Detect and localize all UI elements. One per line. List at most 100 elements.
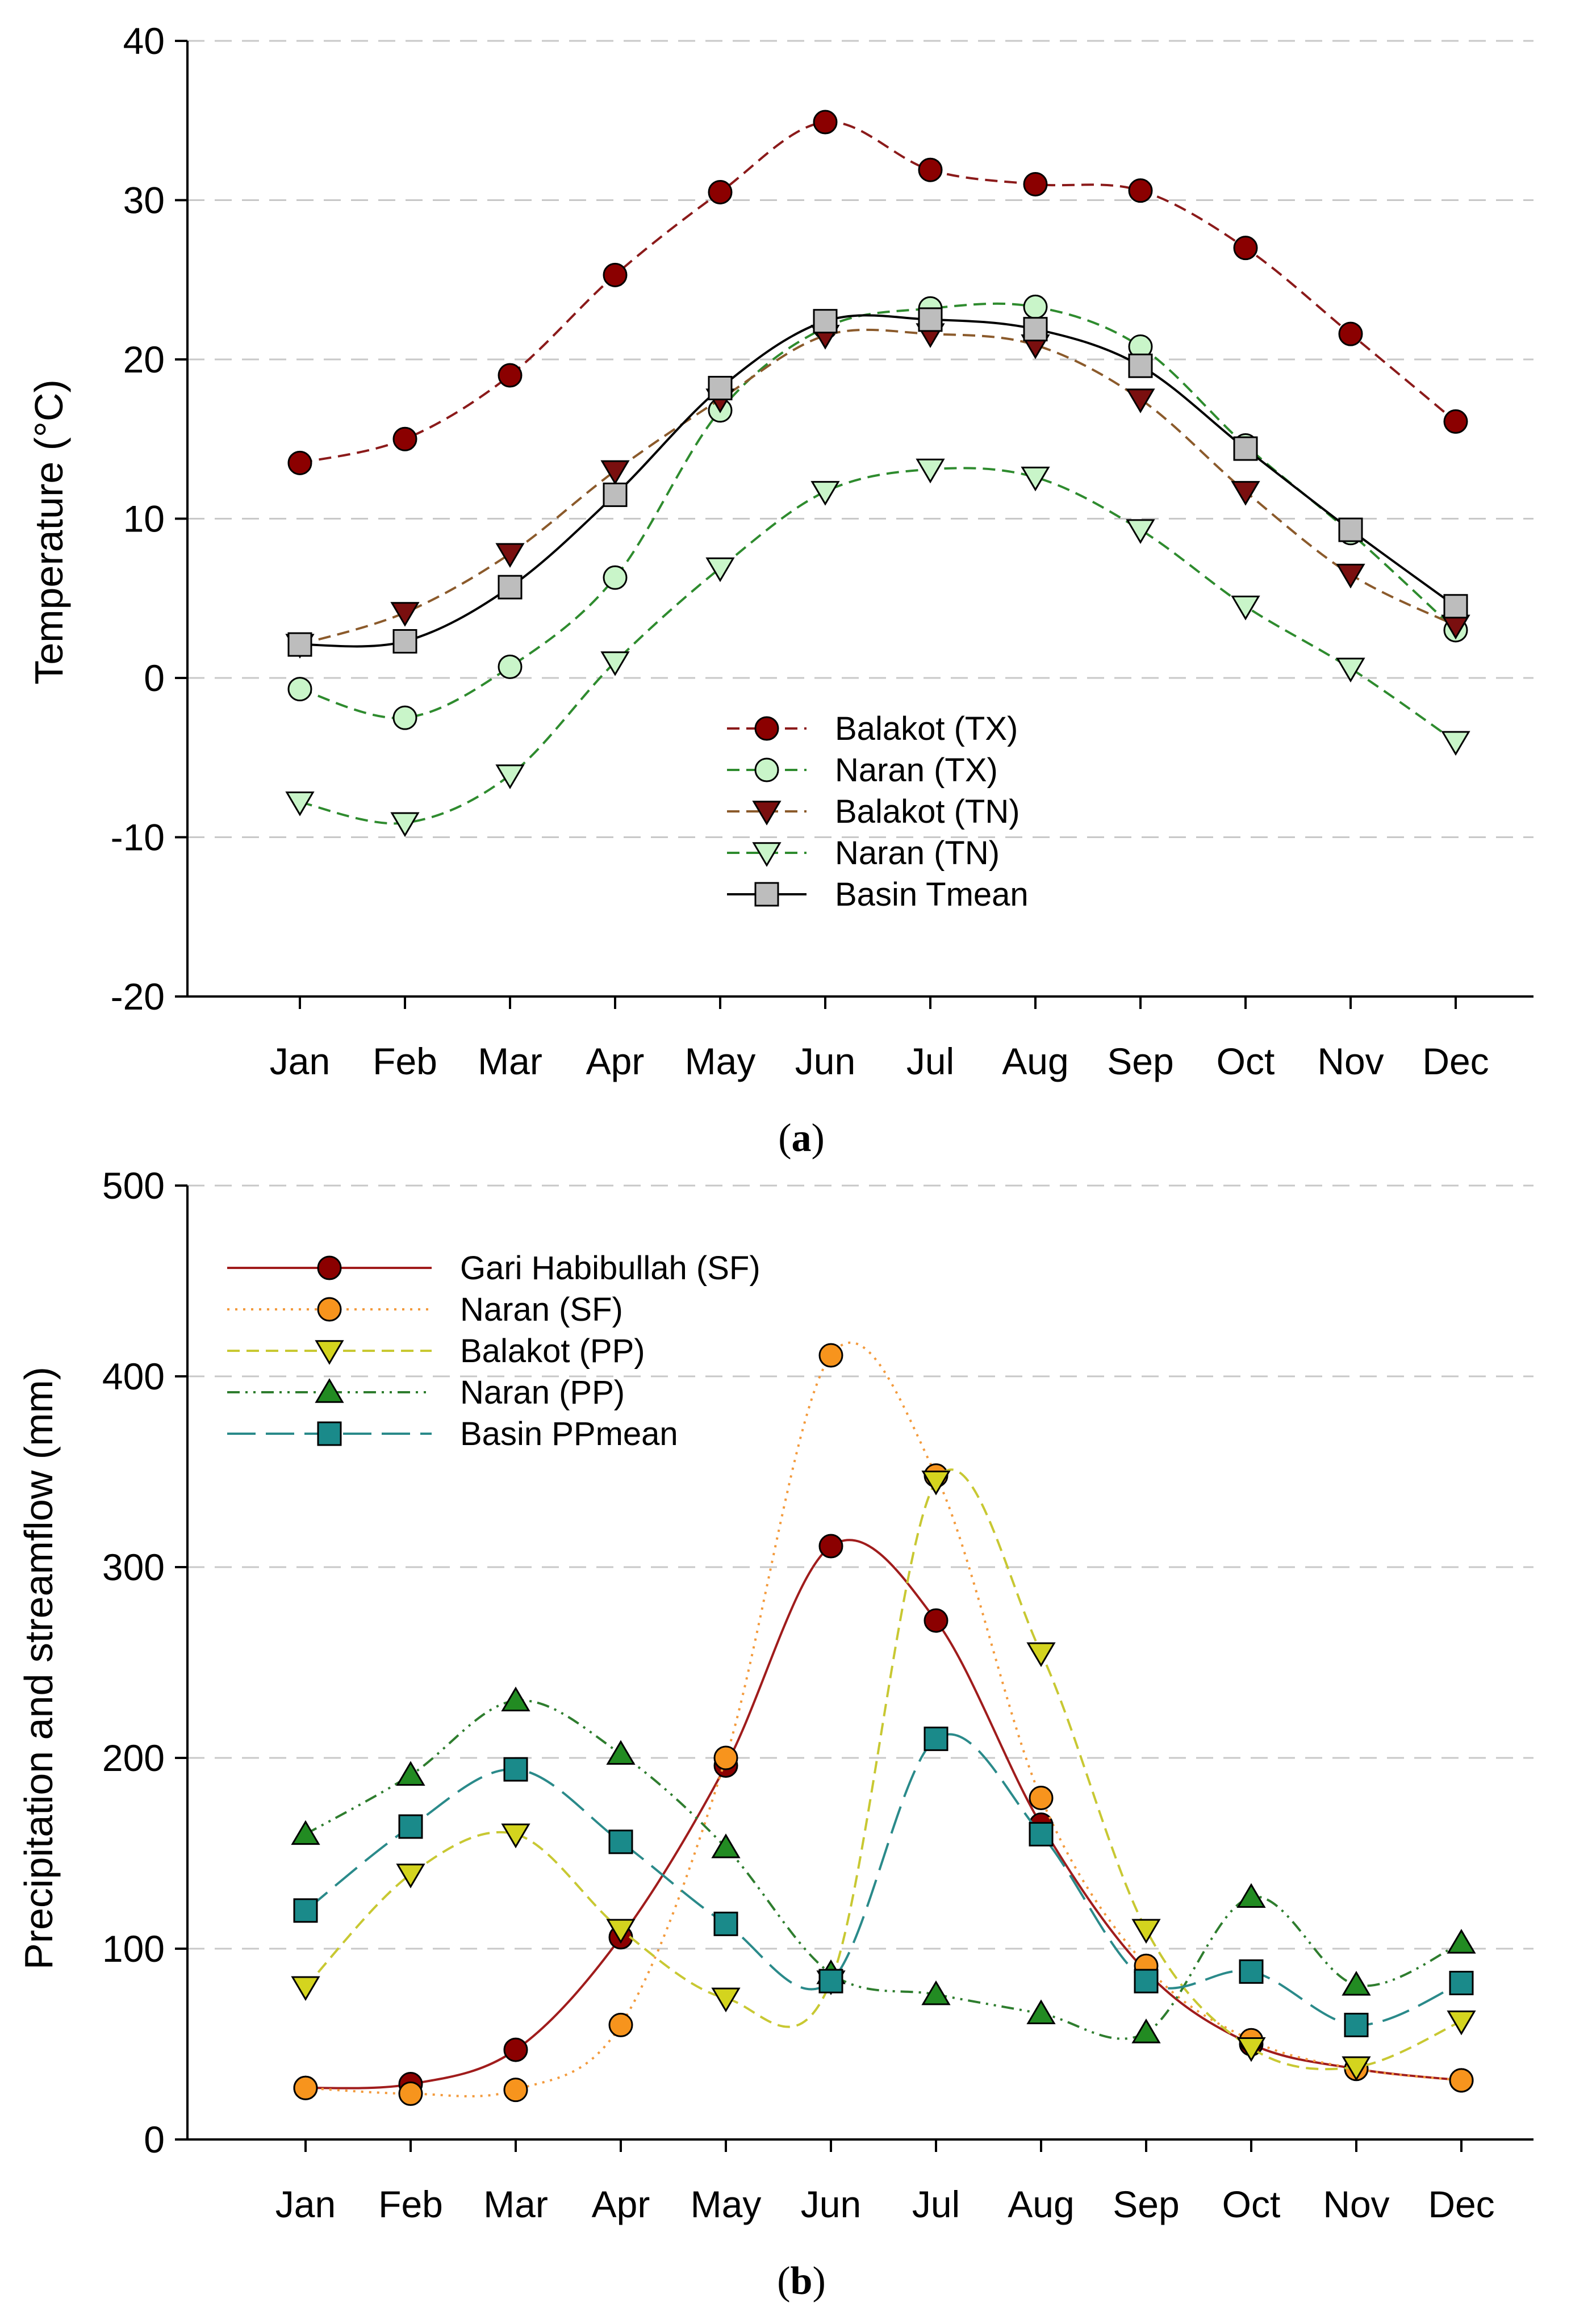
axes bbox=[175, 40, 1533, 1009]
data-point bbox=[287, 450, 312, 475]
data-point bbox=[1029, 1786, 1054, 1811]
data-point bbox=[1029, 1821, 1054, 1846]
x-tick-label: Sep bbox=[1113, 2183, 1179, 2225]
data-point bbox=[1336, 563, 1365, 589]
x-tick-label: Dec bbox=[1428, 2183, 1494, 2225]
series-line bbox=[305, 1539, 1462, 2089]
data-point bbox=[392, 426, 417, 451]
legend-label: Balakot (TX) bbox=[835, 710, 1018, 747]
data-point bbox=[396, 1761, 425, 1786]
data-point bbox=[1126, 388, 1155, 413]
y-gridlines bbox=[187, 1184, 1533, 1950]
legend-label: Balakot (PP) bbox=[460, 1333, 645, 1370]
x-tick-label: Jan bbox=[275, 2183, 336, 2225]
data-point bbox=[606, 1919, 636, 1944]
data-point bbox=[1443, 409, 1468, 434]
data-point bbox=[1233, 436, 1258, 461]
data-point bbox=[1126, 519, 1155, 544]
x-tick-label: Oct bbox=[1222, 2183, 1281, 2225]
data-point bbox=[1443, 594, 1468, 619]
legend-label: Naran (SF) bbox=[460, 1291, 623, 1328]
x-tick-label: Apr bbox=[586, 1040, 645, 1082]
y-tick-label: -10 bbox=[111, 816, 165, 859]
y-tick-label: 10 bbox=[123, 498, 165, 540]
data-point bbox=[498, 575, 523, 600]
data-point bbox=[1023, 294, 1048, 319]
legend-label: Naran (PP) bbox=[460, 1374, 625, 1411]
data-point bbox=[818, 1534, 843, 1559]
legend-marker bbox=[317, 1255, 342, 1280]
legend-label: Balakot (TN) bbox=[835, 793, 1020, 830]
data-point bbox=[396, 1864, 425, 1888]
data-point bbox=[1236, 1883, 1266, 1908]
data-point bbox=[924, 1608, 948, 1633]
legend-item-naran-pp: Naran (PP) bbox=[227, 1374, 625, 1411]
y-tick-label: 100 bbox=[102, 1928, 165, 1970]
legend-label: Naran (TN) bbox=[835, 835, 1000, 872]
data-point bbox=[1344, 2012, 1369, 2037]
data-point bbox=[293, 1898, 318, 1923]
data-point bbox=[495, 543, 525, 568]
data-point bbox=[711, 1987, 741, 2013]
legend-label: Basin Tmean bbox=[835, 876, 1029, 913]
series-line bbox=[299, 328, 1456, 646]
y-tick-label: -20 bbox=[111, 975, 165, 1017]
x-tick-label: Apr bbox=[592, 2183, 650, 2225]
data-point bbox=[921, 1980, 951, 2005]
data-point bbox=[818, 1343, 843, 1368]
data-point bbox=[606, 1740, 636, 1765]
series-line bbox=[305, 1699, 1462, 2040]
data-point bbox=[713, 1911, 738, 1936]
data-point bbox=[924, 1726, 948, 1751]
data-point bbox=[287, 677, 312, 702]
data-point bbox=[1128, 178, 1153, 203]
y-tick-label: 20 bbox=[123, 338, 165, 380]
panel-a-caption: (a) bbox=[778, 1116, 825, 1160]
data-point bbox=[1447, 2010, 1476, 2036]
data-point bbox=[813, 309, 838, 334]
data-point bbox=[1342, 1971, 1371, 1996]
x-tick-label: Aug bbox=[1002, 1040, 1068, 1082]
legend-item-balakot-tx: Balakot (TX) bbox=[727, 710, 1018, 747]
series-line bbox=[299, 120, 1457, 464]
x-tick-label: May bbox=[691, 2183, 762, 2225]
legend-item-basin-tmean: Basin Tmean bbox=[727, 876, 1029, 913]
x-tick-label: Feb bbox=[378, 2183, 443, 2225]
data-point bbox=[818, 1969, 843, 1994]
legend-marker bbox=[315, 1378, 344, 1403]
data-point bbox=[1131, 1919, 1161, 1944]
x-tick-label: Dec bbox=[1422, 1040, 1489, 1082]
data-point bbox=[495, 764, 525, 789]
y-tick-label: 0 bbox=[144, 657, 165, 699]
data-point bbox=[608, 2012, 633, 2037]
data-point bbox=[498, 654, 523, 679]
x-tick-label: Nov bbox=[1317, 1040, 1384, 1082]
x-tick-label: Jun bbox=[801, 2183, 861, 2225]
x-tick-label: Jun bbox=[795, 1040, 855, 1082]
data-point bbox=[1231, 481, 1260, 506]
data-point bbox=[398, 1814, 423, 1839]
data-point bbox=[1231, 596, 1260, 621]
legend-marker bbox=[752, 801, 782, 826]
y-tick-label: 40 bbox=[123, 20, 165, 62]
data-point bbox=[1449, 1970, 1474, 1995]
data-point bbox=[1449, 2068, 1474, 2093]
x-tick-label: May bbox=[685, 1040, 756, 1082]
y-tick-label: 300 bbox=[102, 1546, 165, 1588]
data-point bbox=[390, 602, 420, 627]
data-point bbox=[285, 792, 315, 816]
data-point bbox=[1233, 236, 1258, 261]
data-point bbox=[918, 307, 943, 332]
data-point bbox=[713, 1745, 738, 1770]
data-point bbox=[1134, 1969, 1159, 1994]
series-basin-ppmean bbox=[293, 1726, 1474, 2037]
legend-item-naran-tx: Naran (TX) bbox=[727, 752, 998, 789]
data-point bbox=[503, 2078, 528, 2103]
data-point bbox=[501, 1823, 530, 1849]
x-tick-label: Mar bbox=[483, 2183, 548, 2225]
legend-item-basin-ppmean: Basin PPmean bbox=[227, 1416, 678, 1452]
data-point bbox=[705, 557, 735, 583]
data-point bbox=[711, 1833, 741, 1858]
y-axis-label: Temperature (°C) bbox=[27, 379, 71, 685]
data-point bbox=[1336, 658, 1365, 682]
